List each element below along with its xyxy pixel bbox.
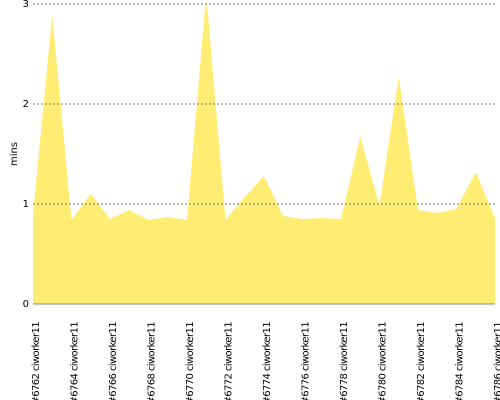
- x-tick-label: #6764 ciworker11: [70, 322, 81, 400]
- x-tick-label: #6786 ciworker11: [493, 322, 500, 400]
- x-tick-label: #6768 ciworker11: [147, 322, 158, 400]
- x-tick-label: #6778 ciworker11: [339, 322, 350, 400]
- x-tick-label: #6776 ciworker11: [301, 322, 312, 400]
- x-tick-label: #6770 ciworker11: [185, 322, 196, 400]
- y-axis-label: mins: [9, 142, 20, 166]
- x-tick-label: #6784 ciworker11: [455, 322, 466, 400]
- area: [33, 4, 495, 304]
- y-tick-label: 2: [23, 99, 29, 110]
- y-tick-label: 0: [23, 299, 29, 310]
- x-tick-label: #6766 ciworker11: [108, 322, 119, 400]
- x-tick-label: #6782 ciworker11: [416, 322, 427, 400]
- x-tick-label: #6780 ciworker11: [378, 322, 389, 400]
- y-tick-label: 3: [23, 0, 29, 10]
- y-tick-label: 1: [23, 199, 29, 210]
- x-tick-label: #6774 ciworker11: [262, 322, 273, 400]
- x-tick-label: #6772 ciworker11: [224, 322, 235, 400]
- x-tick-label: #6762 ciworker11: [31, 322, 42, 400]
